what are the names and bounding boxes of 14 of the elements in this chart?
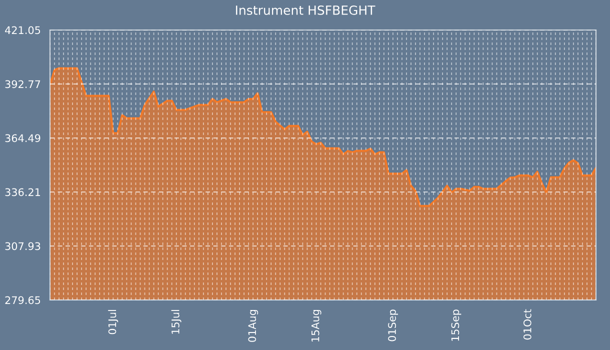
y-tick-label: 392.77: [5, 80, 40, 88]
y-tick-label: 307.93: [5, 242, 40, 250]
y-tick-label: 336.21: [5, 188, 40, 196]
x-tick-label: 15Jul: [171, 310, 182, 334]
y-tick-label: 279.65: [5, 296, 40, 304]
x-tick-label: 01Jul: [108, 310, 118, 334]
x-tick-label: 01Sep: [388, 310, 398, 342]
x-tick-label: 01Aug: [248, 310, 258, 342]
y-tick-label: 421.05: [5, 26, 40, 34]
x-tick-label: 15Sep: [451, 310, 462, 341]
chart-title: Instrument HSFBEGHT: [236, 5, 376, 15]
x-tick-label: 15Aug: [312, 310, 322, 342]
x-tick-label: 01Oct: [523, 309, 532, 340]
y-tick-label: 364.49: [5, 134, 40, 142]
